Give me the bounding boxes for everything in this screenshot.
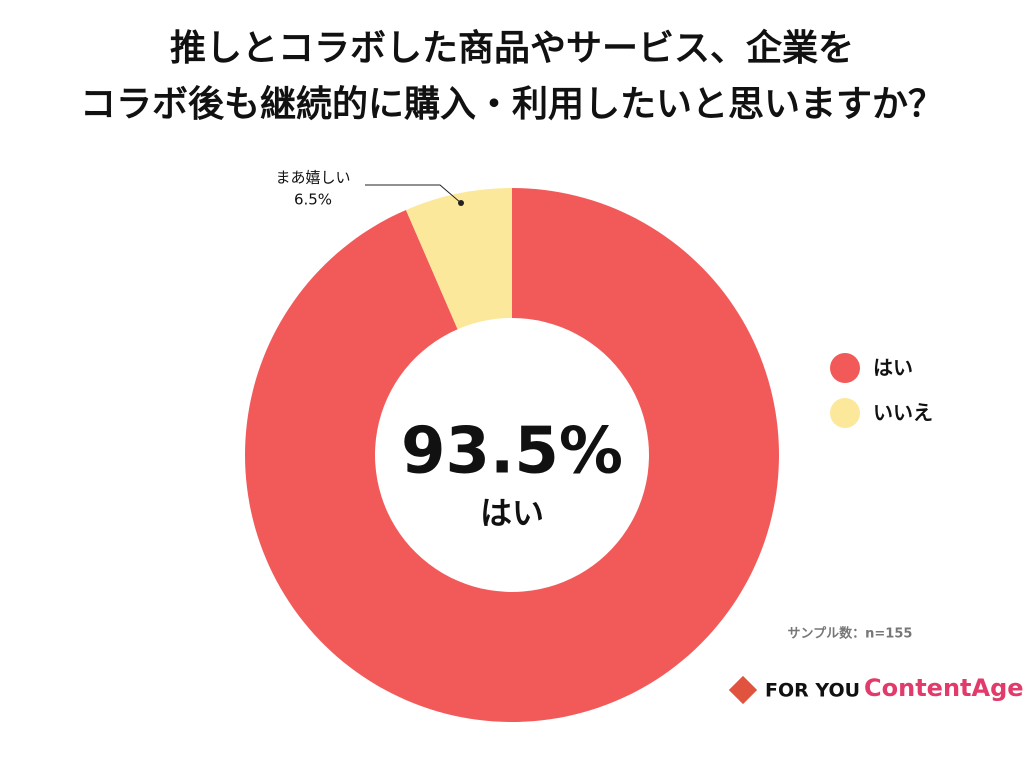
logo-text: FOR YOU xyxy=(765,680,860,702)
legend-swatch xyxy=(830,398,860,428)
legend-label: いいえ xyxy=(873,401,933,425)
slice xyxy=(245,188,780,722)
donut xyxy=(245,188,780,722)
slice xyxy=(405,188,512,330)
chart-title: 推しとコラボした商品やサービス、企業を xyxy=(170,27,854,69)
annotation: まあ嬉しい xyxy=(275,169,350,187)
annotation-value: 6.5% xyxy=(294,191,332,209)
center-label: はい xyxy=(480,494,544,532)
sample-note: サンプル数：n=155 xyxy=(788,626,913,642)
annotation-dot xyxy=(458,200,464,206)
legend-label: はい xyxy=(873,356,913,380)
center-value: 93.5% xyxy=(401,415,623,489)
annotation-line xyxy=(365,184,462,204)
logo-text: ContentAge xyxy=(864,674,1024,702)
chart-title: コラボ後も継続的に購入・利用したいと思いますか？ xyxy=(80,84,944,125)
legend-swatch xyxy=(830,353,860,383)
logo: FOR YOU ContentAge xyxy=(728,674,1024,705)
logo-icon xyxy=(728,675,758,705)
